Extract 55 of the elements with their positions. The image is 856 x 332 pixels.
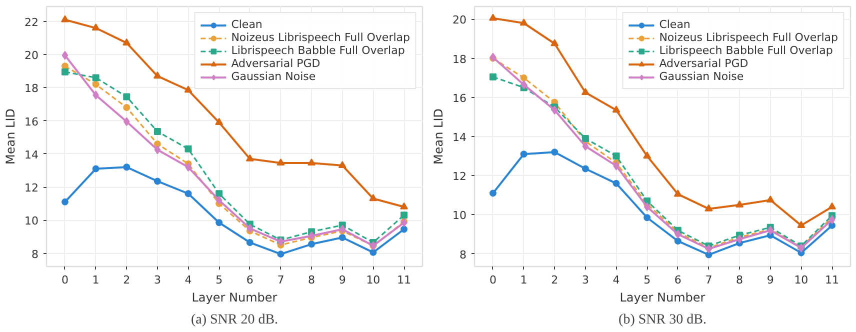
x-tick-label: 3 — [582, 274, 589, 286]
legend-label: Noizeus Librispeech Full Overlap — [231, 31, 410, 44]
x-tick-label: 5 — [216, 274, 223, 286]
y-tick-label: 10 — [24, 214, 39, 228]
y-tick-label: 12 — [452, 170, 467, 184]
x-tick-label: 0 — [489, 274, 496, 286]
y-tick-label: 20 — [24, 49, 39, 62]
y-tick-label: 18 — [452, 52, 467, 66]
legend-label: Librispeech Babble Full Overlap — [659, 44, 833, 57]
x-tick-label: 1 — [92, 274, 100, 286]
x-tick-label: 5 — [644, 274, 651, 286]
text: (a) SNR 20 dB. — [190, 312, 278, 328]
y-tick-label: 20 — [452, 14, 467, 27]
legend-label: Clean — [231, 18, 262, 31]
y-tick-label: 12 — [24, 182, 39, 195]
legend-label: Gaussian Noise — [659, 70, 744, 83]
y-tick-label: 8 — [32, 248, 38, 261]
x-tick-label: 2 — [551, 274, 558, 286]
legend-label: Noizeus Librispeech Full Overlap — [659, 31, 838, 44]
y-tick-label: 22 — [24, 16, 39, 29]
text: (b) SNR 30 dB. — [618, 312, 706, 328]
y-tick-label: 14 — [24, 148, 39, 162]
x-tick-label: 6 — [246, 274, 254, 286]
x-tick-label: 1 — [520, 274, 528, 286]
y-tick-label: 16 — [24, 115, 39, 128]
x-tick-label: 10 — [794, 274, 808, 286]
x-tick-label: 3 — [154, 274, 161, 286]
y-tick-label: 18 — [24, 82, 39, 96]
x-tick-label: 8 — [736, 274, 744, 286]
y-tick-label: 16 — [452, 92, 467, 105]
x-tick-label: 4 — [612, 274, 620, 286]
legend-label: Librispeech Babble Full Overlap — [231, 44, 405, 57]
y-tick-label: 10 — [452, 209, 467, 222]
legend-label: Clean — [659, 18, 690, 31]
x-axis-title: Layer Number — [620, 290, 706, 304]
x-tick-label: 6 — [674, 274, 682, 286]
x-tick-label: 4 — [184, 274, 192, 286]
legend-label: Gaussian Noise — [231, 70, 316, 83]
x-tick-label: 8 — [308, 274, 316, 286]
x-tick-label: 10 — [366, 274, 380, 286]
y-axis-title: Mean LID — [432, 108, 446, 164]
x-tick-label: 11 — [397, 274, 412, 286]
x-axis-title: Layer Number — [192, 290, 278, 304]
x-tick-label: 7 — [705, 274, 712, 286]
x-tick-label: 2 — [123, 274, 130, 286]
x-tick-label: 9 — [766, 274, 774, 286]
y-axis-title: Mean LID — [4, 108, 18, 164]
x-tick-label: 9 — [338, 274, 346, 286]
x-tick-label: 11 — [825, 274, 840, 286]
legend-label: Adversarial PGD — [659, 57, 748, 70]
x-tick-label: 0 — [61, 274, 68, 286]
y-tick-label: 8 — [460, 248, 466, 262]
y-tick-label: 14 — [452, 131, 467, 144]
x-tick-label: 7 — [277, 274, 284, 286]
legend-label: Adversarial PGD — [231, 57, 320, 70]
